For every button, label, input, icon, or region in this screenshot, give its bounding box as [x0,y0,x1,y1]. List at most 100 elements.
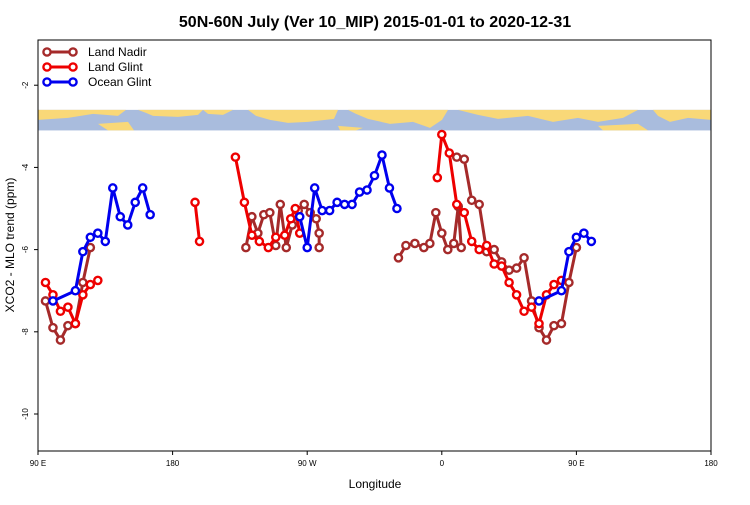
data-point-0-2-5 [431,207,441,218]
legend-marker-2-b [68,77,78,87]
x-tick-label-5: 180 [704,459,718,468]
data-point-2-0-4 [93,228,103,238]
data-point-0-3-9 [519,253,529,263]
data-point-1-0-2 [55,306,66,317]
x-axis-label: Longitude [349,477,402,491]
data-point-1-3-11 [511,290,522,300]
data-point-1-1-1 [194,236,205,247]
data-point-0-3-1 [459,154,470,164]
data-point-1-2-8 [290,203,301,214]
axes: 90 E 180 90 W 0 90 E 180 -2 -4 -6 -8 -10 [21,39,718,468]
legend-marker-0-b [68,47,78,57]
data-point-1-0-7 [93,275,103,286]
data-point-0-2-2 [410,238,420,249]
data-point-1-2-3 [254,236,265,247]
data-point-1-2-5 [270,232,281,243]
data-point-2-2-5 [586,236,597,247]
legend-label-2: Ocean Glint [88,75,152,89]
data-point-0-2-6 [436,228,447,238]
series-line-2-1 [298,153,399,250]
data-point-2-2-2 [564,246,574,257]
x-tick-label-2: 90 W [298,459,317,468]
data-point-1-3-10 [504,277,514,288]
data-point-2-1-0 [294,211,305,222]
y-tick-label-1: -4 [21,163,30,171]
x-tick-label-0: 90 E [30,459,46,468]
x-tick-label-4: 90 E [568,459,584,468]
data-point-1-0-4 [70,318,81,329]
data-point-0-0-6 [85,242,96,253]
data-point-1-3-0 [432,172,443,183]
data-point-1-2-1 [239,197,250,208]
data-point-0-2-0 [393,253,404,263]
map-land-7 [98,121,134,131]
data-point-2-1-13 [392,203,402,214]
data-point-0-3-14 [556,318,567,329]
data-point-2-2-3 [571,232,582,243]
data-point-1-1-0 [190,197,200,208]
data-point-2-0-1 [70,285,81,296]
data-point-0-1-13 [314,228,324,238]
map-land-2 [203,109,233,115]
y-tick-label-2: -6 [21,246,30,254]
legend-marker-1-b [68,62,78,72]
data-point-1-0-5 [78,290,88,300]
data-point-0-3-15 [564,277,574,288]
data-point-2-1-6 [339,199,350,210]
data-point-0-3-2 [466,195,477,206]
y-tick-label-0: -2 [21,81,30,89]
legend-marker-2-a [42,77,52,87]
data-point-1-2-6 [279,230,290,241]
plot-frame [37,39,712,452]
data-point-2-2-4 [579,228,589,238]
data-point-0-2-10 [456,242,467,253]
data-point-0-3-13 [549,320,559,331]
series-ocean-glint [48,150,597,306]
map-land-6 [653,109,711,122]
data-point-1-0-3 [63,302,73,312]
data-point-0-3-5 [489,244,499,255]
map-land-3 [248,109,338,123]
map-land-9 [598,123,648,131]
legend-marker-0-a [42,47,52,57]
data-point-2-1-7 [347,199,357,210]
data-point-1-0-0 [40,277,51,288]
data-point-1-3-2 [444,148,455,158]
data-point-0-3-8 [511,263,522,273]
data-point-2-1-2 [309,183,320,193]
data-point-0-1-10 [299,199,310,210]
data-point-2-1-12 [384,183,395,193]
data-point-0-3-3 [474,199,484,210]
data-point-2-0-5 [100,236,111,247]
legend-label-1: Land Glint [88,60,143,74]
data-point-0-3-12 [541,335,552,345]
data-point-0-2-7 [442,244,453,255]
data-point-1-2-2 [247,230,257,241]
data-point-0-1-7 [281,242,292,253]
map-land-4 [348,109,448,128]
data-point-2-1-4 [324,205,335,216]
data-point-2-0-11 [145,209,155,220]
data-point-1-3-14 [534,318,544,329]
legend-marker-1-a [42,62,52,72]
data-point-1-3-12 [519,306,529,317]
data-point-1-3-7 [481,240,492,251]
data-point-2-0-9 [130,197,141,208]
data-point-2-1-5 [332,197,342,208]
data-point-2-0-8 [122,220,133,230]
chart-title: 50N-60N July (Ver 10_MIP) 2015-01-01 to … [179,14,571,31]
data-point-0-2-4 [425,238,435,249]
data-point-2-0-6 [107,183,118,193]
data-point-1-3-8 [489,259,499,269]
data-point-0-0-3 [63,320,73,331]
data-point-1-3-9 [496,261,507,271]
map-land-5 [458,109,638,122]
data-point-2-1-10 [369,170,380,181]
data-point-2-2-0 [534,296,544,306]
series-land-glint [40,129,567,329]
data-point-0-3-7 [504,265,514,275]
y-axis-label: XCO2 - MLO trend (ppm) [3,178,17,313]
data-point-1-3-5 [466,236,477,247]
